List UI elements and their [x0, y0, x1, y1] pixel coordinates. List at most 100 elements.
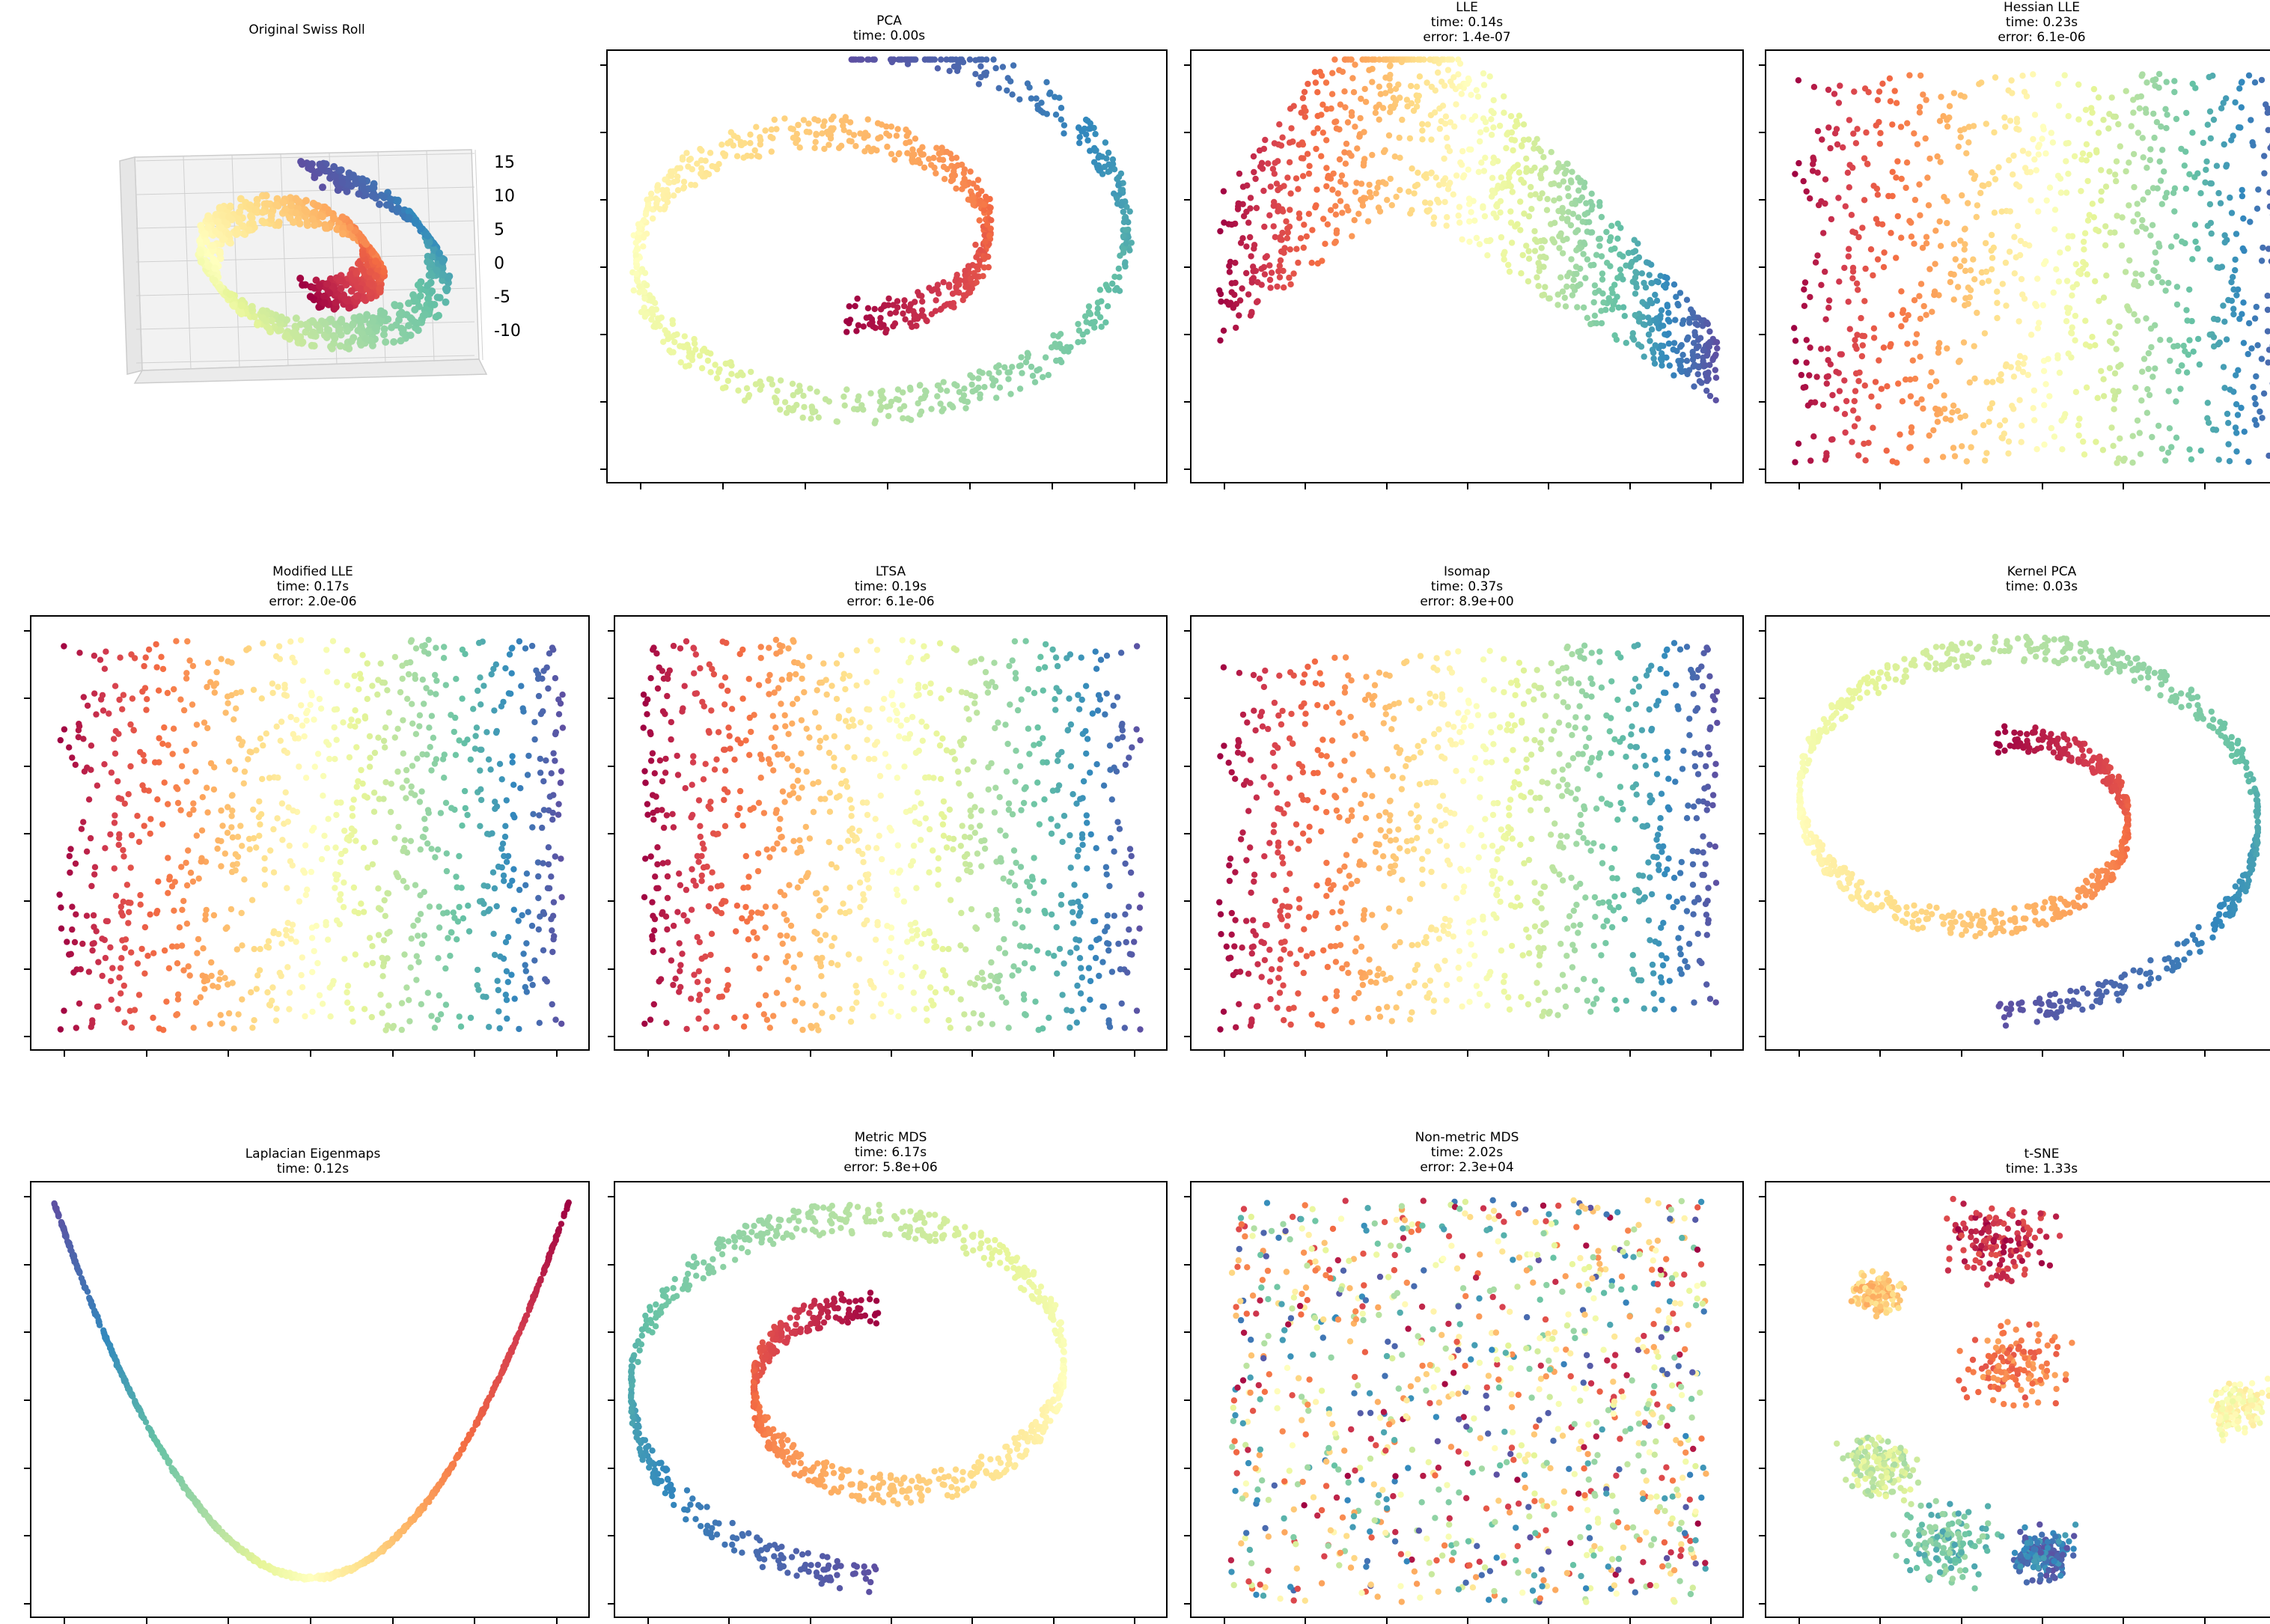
data-point [977, 74, 983, 80]
data-point [1293, 175, 1299, 181]
data-point [1456, 204, 1462, 210]
data-point [1997, 422, 2003, 428]
data-point [323, 280, 331, 287]
data-point [199, 828, 205, 834]
data-point [879, 388, 885, 394]
data-point [2186, 446, 2192, 452]
data-point [197, 249, 204, 257]
data-point [216, 977, 222, 983]
data-point [872, 420, 878, 426]
data-point [1798, 372, 1804, 378]
data-point [1660, 354, 1666, 360]
data-point [1665, 303, 1671, 309]
data-point [1636, 316, 1642, 322]
data-point [160, 666, 166, 672]
data-point [238, 742, 244, 748]
data-point [397, 689, 403, 695]
data-point [453, 676, 459, 682]
data-point [921, 165, 927, 171]
data-point [2051, 433, 2057, 439]
data-point [146, 647, 152, 653]
data-point [1916, 181, 1922, 187]
data-point [400, 676, 406, 682]
data-point [1846, 184, 1852, 190]
data-point [896, 397, 902, 403]
data-point [128, 864, 134, 870]
data-point [975, 177, 981, 183]
data-point [1477, 129, 1483, 135]
data-point [443, 1001, 449, 1007]
data-point [2192, 222, 2198, 228]
data-point [1906, 312, 1912, 318]
data-point [644, 282, 650, 288]
data-point [100, 973, 106, 979]
data-point [1352, 217, 1358, 223]
data-point [2198, 448, 2204, 454]
data-point [425, 650, 431, 656]
data-point [1086, 303, 1092, 309]
data-point [1679, 321, 1685, 327]
data-point [1248, 195, 1254, 201]
data-point [263, 192, 270, 200]
data-point [2135, 317, 2141, 323]
data-point [345, 345, 353, 352]
data-point [2130, 97, 2136, 103]
data-point [1714, 345, 1720, 351]
data-point [386, 709, 392, 715]
data-point [454, 936, 460, 942]
data-point [2207, 257, 2213, 263]
data-point [915, 314, 921, 320]
data-point [1572, 201, 1578, 207]
data-point [558, 855, 564, 861]
data-point [352, 724, 358, 730]
data-point [129, 695, 135, 701]
scatter-plot [1192, 51, 1744, 483]
data-point [465, 903, 471, 909]
data-point [662, 327, 668, 333]
data-point [2182, 348, 2188, 354]
data-point [392, 654, 398, 660]
data-point [409, 291, 417, 299]
data-point [2228, 137, 2234, 143]
data-point [993, 394, 999, 400]
data-point [509, 671, 515, 677]
data-point [427, 689, 433, 695]
data-point [885, 296, 891, 302]
data-point [2003, 260, 2009, 266]
z-tick-label: 5 [494, 221, 504, 239]
data-point [852, 303, 858, 309]
data-point [1611, 245, 1617, 251]
data-point [2166, 388, 2172, 394]
data-point [1923, 234, 1929, 240]
data-point [2190, 81, 2196, 87]
data-point [1807, 195, 1813, 201]
data-point [772, 117, 778, 123]
data-point [1566, 193, 1572, 199]
data-point [88, 835, 94, 841]
data-point [1888, 230, 1894, 236]
data-point [1459, 236, 1465, 242]
data-point [239, 910, 245, 916]
data-point [2112, 331, 2118, 337]
data-point [2031, 388, 2037, 394]
data-point [1829, 436, 1835, 442]
data-point [406, 214, 413, 222]
data-point [657, 323, 663, 329]
data-point [442, 299, 450, 306]
data-point [230, 980, 236, 986]
data-point [2144, 386, 2150, 392]
data-point [555, 801, 561, 807]
data-point [439, 271, 447, 278]
data-point [1309, 260, 1315, 266]
data-point [2042, 150, 2048, 156]
data-point [2108, 424, 2114, 430]
data-point [2253, 401, 2259, 407]
data-point [1888, 341, 1894, 347]
data-point [88, 883, 94, 889]
data-point [1313, 202, 1319, 208]
data-point [1498, 174, 1504, 180]
data-point [2233, 231, 2239, 236]
data-point [1314, 89, 1320, 95]
data-point [556, 711, 562, 717]
data-point [1949, 409, 1955, 415]
